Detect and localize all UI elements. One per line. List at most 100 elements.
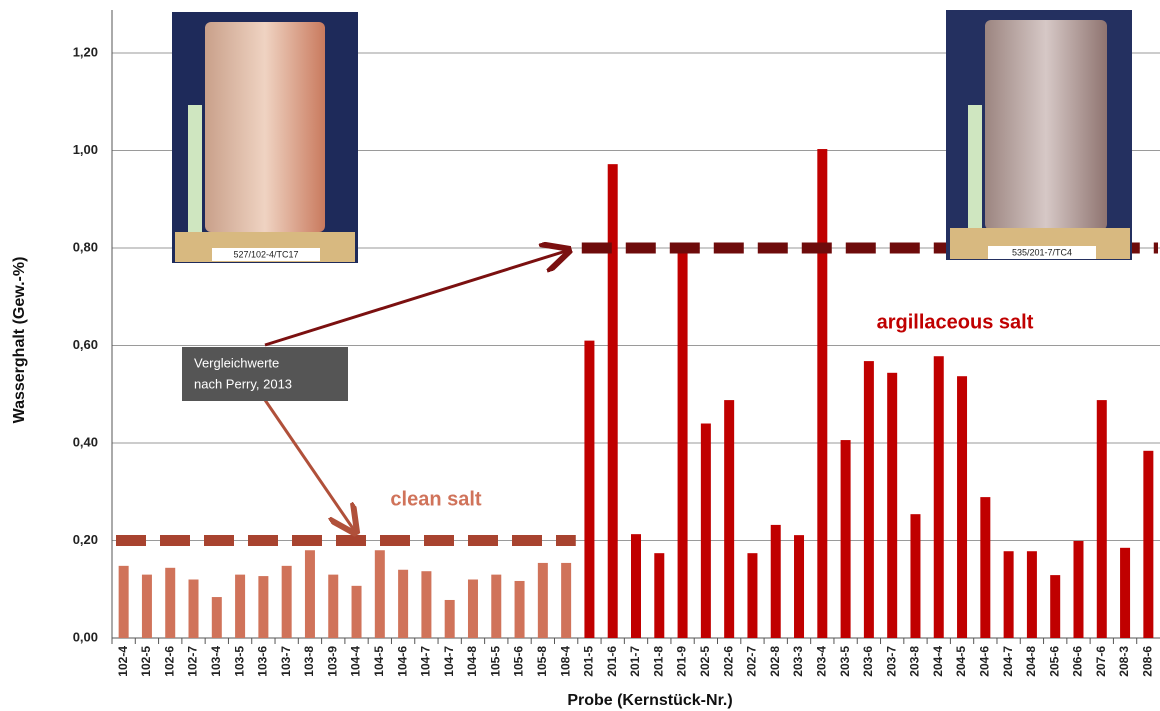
x-tick-label: 102-4 bbox=[116, 646, 130, 677]
x-tick-label: 203-7 bbox=[884, 646, 898, 677]
x-tick-label: 102-7 bbox=[186, 646, 200, 677]
bar bbox=[840, 440, 851, 638]
x-tick-label: 204-7 bbox=[1001, 646, 1015, 677]
x-tick-label: 103-5 bbox=[232, 646, 246, 677]
series-label: clean salt bbox=[390, 488, 482, 510]
x-tick-label: 102-5 bbox=[139, 646, 153, 677]
annotation: nach Perry, 2013 bbox=[194, 376, 292, 391]
x-tick-label: 203-4 bbox=[814, 646, 828, 677]
bar bbox=[980, 497, 991, 638]
bar bbox=[328, 574, 339, 638]
bar bbox=[933, 356, 944, 638]
x-tick-label: 103-6 bbox=[256, 646, 270, 677]
bar bbox=[887, 372, 898, 638]
x-tick-label: 203-5 bbox=[838, 646, 852, 677]
x-tick-label: 102-6 bbox=[162, 646, 176, 677]
x-tick-label: 202-6 bbox=[721, 646, 735, 677]
x-tick-label: 103-7 bbox=[279, 646, 293, 677]
x-tick-label: 206-6 bbox=[1071, 646, 1085, 677]
photo-label: 535/201-7/TC4 bbox=[1012, 247, 1072, 257]
bar bbox=[211, 597, 222, 638]
x-tick-label: 105-8 bbox=[535, 646, 549, 677]
x-tick-label: 104-5 bbox=[372, 646, 386, 677]
photo-left: 527/102-4/TC17 bbox=[172, 12, 358, 263]
x-tick-label: 204-4 bbox=[931, 646, 945, 677]
bar bbox=[514, 580, 525, 638]
bar bbox=[817, 149, 828, 638]
bar bbox=[584, 340, 595, 638]
arrow bbox=[264, 251, 566, 347]
bar bbox=[1003, 551, 1014, 638]
x-tick-label: 104-6 bbox=[395, 646, 409, 677]
x-tick-label: 105-6 bbox=[512, 646, 526, 677]
x-tick-label: 105-5 bbox=[488, 646, 502, 677]
y-tick-label: 0,00 bbox=[73, 629, 98, 644]
bar bbox=[1143, 450, 1154, 638]
x-tick-label: 108-4 bbox=[558, 646, 572, 677]
bar bbox=[1073, 540, 1084, 638]
bar bbox=[188, 579, 199, 638]
bar bbox=[398, 569, 409, 638]
bar bbox=[1026, 551, 1037, 638]
bar bbox=[631, 534, 641, 638]
y-tick-label: 0,80 bbox=[73, 239, 98, 254]
x-tick-label: 208-3 bbox=[1117, 646, 1131, 677]
x-tick-label: 202-5 bbox=[698, 646, 712, 677]
y-tick-label: 0,20 bbox=[73, 532, 98, 547]
x-tick-label: 201-5 bbox=[582, 646, 596, 677]
bar bbox=[467, 579, 478, 638]
photo-right: 535/201-7/TC4 bbox=[946, 10, 1132, 260]
bar bbox=[235, 574, 246, 638]
bar bbox=[281, 565, 292, 638]
x-tick-label: 104-4 bbox=[349, 646, 363, 677]
y-tick-label: 0,40 bbox=[73, 434, 98, 449]
x-tick-label: 202-8 bbox=[768, 646, 782, 677]
y-tick-label: 1,00 bbox=[73, 142, 98, 157]
bar bbox=[677, 252, 688, 638]
bar bbox=[794, 535, 805, 638]
x-tick-label: 103-4 bbox=[209, 646, 223, 677]
bar bbox=[724, 400, 735, 638]
bar bbox=[1050, 575, 1061, 638]
bar bbox=[700, 423, 711, 638]
bar bbox=[561, 562, 572, 638]
y-tick-label: 1,20 bbox=[73, 44, 98, 59]
bar bbox=[374, 550, 385, 638]
x-tick-label: 201-7 bbox=[628, 646, 642, 677]
x-tick-label: 201-8 bbox=[651, 646, 665, 677]
x-tick-label: 201-9 bbox=[675, 646, 689, 677]
x-axis-title: Probe (Kernstück-Nr.) bbox=[567, 692, 732, 709]
bar bbox=[863, 361, 874, 638]
bar bbox=[351, 585, 362, 638]
photo-label: 527/102-4/TC17 bbox=[233, 249, 298, 259]
x-tick-label: 203-3 bbox=[791, 646, 805, 677]
y-axis-title: Wasserghalt (Gew.-%) bbox=[11, 257, 28, 424]
bar bbox=[258, 576, 269, 638]
bar bbox=[537, 562, 548, 638]
x-tick-label: 104-7 bbox=[419, 646, 433, 677]
bar bbox=[607, 164, 618, 638]
x-tick-label: 203-6 bbox=[861, 646, 875, 677]
x-tick-label: 205-6 bbox=[1047, 646, 1061, 677]
x-tick-label: 204-8 bbox=[1024, 646, 1038, 677]
bar bbox=[654, 553, 665, 638]
x-tick-label: 204-5 bbox=[954, 646, 968, 677]
bar bbox=[747, 553, 758, 638]
bar bbox=[165, 567, 176, 638]
bar bbox=[421, 571, 432, 638]
x-tick-label: 104-7 bbox=[442, 646, 456, 677]
annotation: Vergleichwerte bbox=[194, 355, 279, 370]
bar bbox=[910, 514, 921, 638]
bar bbox=[444, 599, 455, 638]
arrow bbox=[263, 399, 354, 530]
bar bbox=[1096, 400, 1107, 638]
bar bbox=[957, 376, 968, 638]
x-tick-label: 201-6 bbox=[605, 646, 619, 677]
x-tick-label: 207-6 bbox=[1094, 646, 1108, 677]
bar bbox=[491, 574, 502, 638]
annotation-box bbox=[182, 347, 348, 401]
x-tick-label: 103-9 bbox=[325, 646, 339, 677]
x-tick-label: 203-8 bbox=[908, 646, 922, 677]
x-tick-label: 103-8 bbox=[302, 646, 316, 677]
bar bbox=[118, 565, 129, 638]
